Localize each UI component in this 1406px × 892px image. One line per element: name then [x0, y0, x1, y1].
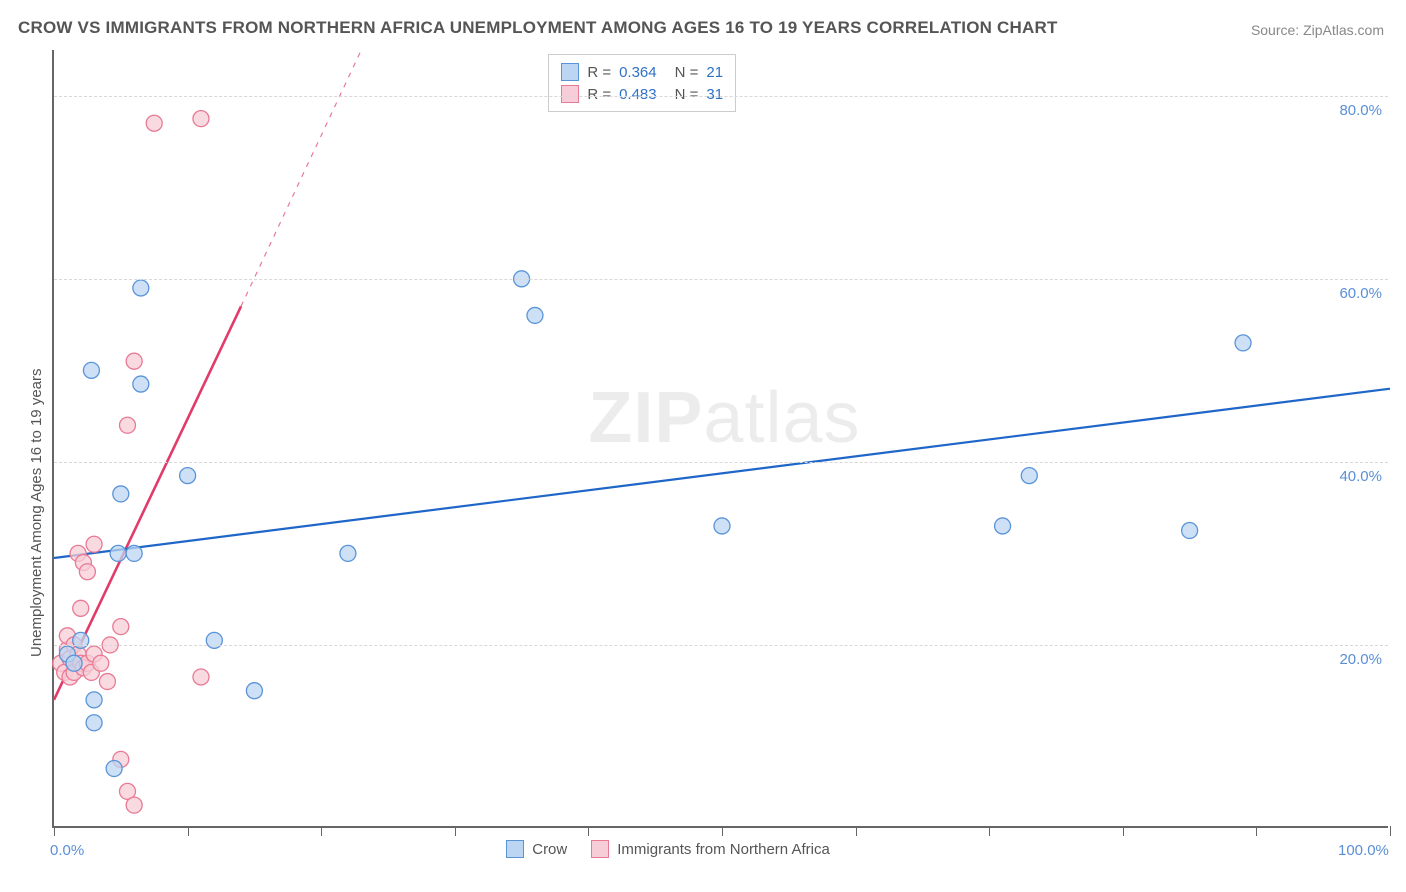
- chart-svg: [54, 50, 1390, 828]
- x-tick: [588, 826, 589, 836]
- legend-r-label: R =: [587, 86, 611, 103]
- legend-series-item: Immigrants from Northern Africa: [591, 840, 830, 858]
- legend-n-value: 31: [706, 86, 723, 103]
- legend-series: Crow Immigrants from Northern Africa: [506, 840, 830, 858]
- gridline: [54, 645, 1388, 646]
- x-tick: [1256, 826, 1257, 836]
- x-tick: [989, 826, 990, 836]
- x-tick: [54, 826, 55, 836]
- legend-swatch: [561, 63, 579, 81]
- legend-swatch: [561, 85, 579, 103]
- y-axis-label: Unemployment Among Ages 16 to 19 years: [28, 368, 45, 657]
- x-tick: [722, 826, 723, 836]
- legend-correlation: R = 0.364 N = 21 R = 0.483 N = 31: [548, 54, 736, 112]
- legend-series-label: Crow: [532, 841, 567, 858]
- y-tick-label: 40.0%: [1339, 468, 1382, 485]
- y-tick-label: 80.0%: [1339, 102, 1382, 119]
- x-tick: [1390, 826, 1391, 836]
- gridline: [54, 279, 1388, 280]
- legend-n-label: N =: [675, 64, 699, 81]
- plot-area: ZIPatlas R =0.364N =21R =0.483N =31 20.0…: [52, 50, 1388, 828]
- legend-r-value: 0.483: [619, 86, 657, 103]
- x-tick: [188, 826, 189, 836]
- legend-n-label: N =: [675, 86, 699, 103]
- gridline: [54, 96, 1388, 97]
- legend-swatch: [591, 840, 609, 858]
- y-tick-label: 60.0%: [1339, 285, 1382, 302]
- chart-title: CROW VS IMMIGRANTS FROM NORTHERN AFRICA …: [18, 18, 1058, 38]
- legend-r-label: R =: [587, 64, 611, 81]
- legend-correlation-row: R = 0.364 N = 21: [561, 61, 723, 83]
- x-tick: [455, 826, 456, 836]
- chart-container: CROW VS IMMIGRANTS FROM NORTHERN AFRICA …: [0, 0, 1406, 892]
- legend-swatch: [506, 840, 524, 858]
- legend-r-value: 0.364: [619, 64, 657, 81]
- legend-series-label: Immigrants from Northern Africa: [617, 841, 830, 858]
- legend-n-value: 21: [706, 64, 723, 81]
- legend-series-item: Crow: [506, 840, 567, 858]
- x-tick: [1123, 826, 1124, 836]
- x-axis-min-label: 0.0%: [50, 842, 84, 859]
- source-attribution: Source: ZipAtlas.com: [1251, 22, 1384, 38]
- x-tick: [856, 826, 857, 836]
- x-axis-max-label: 100.0%: [1338, 842, 1389, 859]
- legend-correlation-row: R = 0.483 N = 31: [561, 83, 723, 105]
- gridline: [54, 462, 1388, 463]
- x-tick: [321, 826, 322, 836]
- y-tick-label: 20.0%: [1339, 651, 1382, 668]
